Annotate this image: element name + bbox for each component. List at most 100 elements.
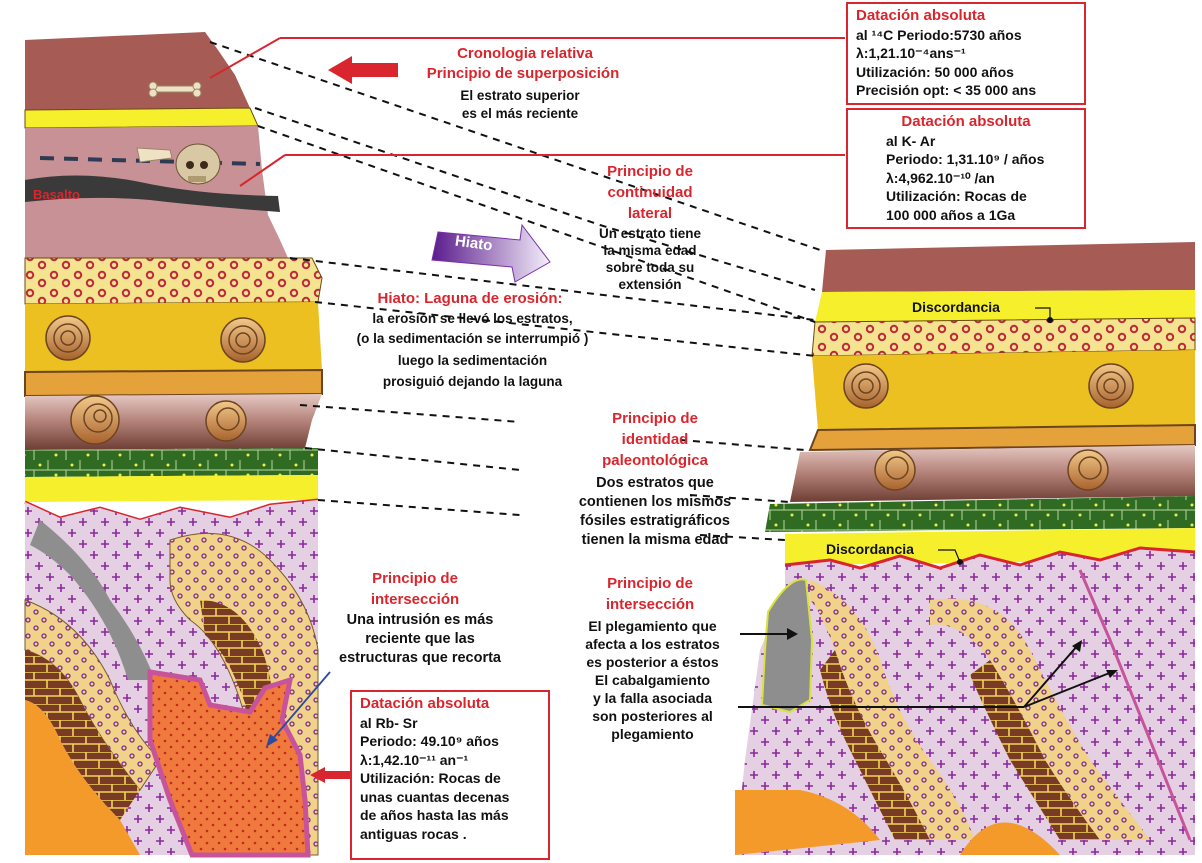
layer-yellow-2 <box>25 475 318 502</box>
basalt-layer <box>25 175 280 212</box>
box-rbsr-line: Utilización: Rocas de <box>360 770 501 787</box>
intersection-left-text: estructuras que recorta <box>339 650 501 666</box>
left-column <box>24 32 323 858</box>
layer-green <box>25 448 318 477</box>
intersection-right-text: El plegamiento que <box>588 618 717 634</box>
paleo-text: Dos estratos que <box>596 475 714 491</box>
r-layer-yellow-2 <box>785 528 1195 565</box>
r-fold-brick-1 <box>820 650 930 840</box>
box-rbsr-line: al Rb- Sr <box>360 714 418 731</box>
rbsr-arrow <box>310 767 350 783</box>
fold-brick-band <box>25 650 140 820</box>
intersection-right-text: plegamiento <box>611 726 694 742</box>
discordance-label-2: Discordancia <box>826 541 914 557</box>
intersection-right-text: El cabalgamiento <box>594 672 711 688</box>
fold-grey-core <box>30 520 155 680</box>
bone-icon <box>148 81 202 98</box>
box-rbsr-line: de años hasta las más <box>360 807 509 824</box>
superposition-text: El estrato superior <box>460 88 580 103</box>
continuity-title: Principio de <box>607 163 693 180</box>
continuity-title: lateral <box>627 205 673 222</box>
box-kar-title: Datación absoluta <box>901 113 1031 130</box>
r-layer-green <box>765 496 1195 532</box>
intersection-left-title: Principio de <box>372 570 458 587</box>
box-kar-line: 100 000 años a 1Ga <box>886 206 1016 223</box>
box-kar-line: Utilización: Rocas de <box>886 188 1027 205</box>
r-fold-sand-1 <box>810 580 975 840</box>
folding-arrow-heads <box>787 628 1118 678</box>
paleo-title: paleontológica <box>602 452 708 469</box>
layer-thin-band <box>24 368 323 398</box>
box-c14-line: Utilización: 50 000 años <box>856 63 1014 80</box>
superposition-title1: Cronologia relativa <box>457 45 593 62</box>
basalt-label: Basalto <box>33 187 80 202</box>
continuity-text: Un estrato tiene <box>598 226 702 241</box>
paleo-title: Principio de <box>612 410 698 427</box>
box-rbsr-line: Periodo: 49.10⁹ años <box>360 733 499 750</box>
intersection-left-text: reciente que las <box>365 631 475 647</box>
hiatus-title: Hiato: Laguna de erosión: <box>377 290 563 307</box>
correlation-lines <box>209 41 821 541</box>
discordance-label-1: Discordancia <box>912 299 1000 315</box>
paleo-text: fósiles estratigráficos <box>580 513 730 529</box>
superposition-arrow <box>328 56 398 84</box>
folding-arrows <box>738 633 1113 708</box>
superposition-title2: Principio de superposición <box>426 65 620 82</box>
intersection-left-text: Una intrusión es más <box>346 612 494 628</box>
intersection-right-text: afecta a los estratos <box>585 636 720 652</box>
intersection-right-text: son posteriores al <box>592 708 713 724</box>
layer-shell-brown <box>25 394 322 450</box>
kar-leader-2 <box>239 154 286 187</box>
hiatus-text: (o la sedimentación se interrumpió ) <box>356 331 589 346</box>
intersection-left-title: intersección <box>370 591 460 608</box>
paleo-text: contienen los mismos <box>578 494 732 510</box>
superposition-text: es el más reciente <box>461 106 579 121</box>
box-c14-line: Precisión opt: < 35 000 ans <box>856 82 1037 99</box>
r-layer-circles <box>811 317 1196 357</box>
hiatus-text: luego la sedimentación <box>397 353 548 368</box>
continuity-text: extensión <box>618 277 682 292</box>
hiatus-text: prosiguió dejando la laguna <box>382 374 563 389</box>
intrusion-pointer-head <box>266 734 278 747</box>
intersection-right-text: es posterior a éstos <box>586 654 719 670</box>
hiatus-text: la erosión se llevó los estratos, <box>372 311 573 326</box>
continuity-text: la misma edad <box>603 243 697 258</box>
intersection-right-text: y la falla asociada <box>592 690 713 706</box>
layer-circles <box>24 257 323 305</box>
r-fold-sand-2 <box>930 598 1150 840</box>
right-column <box>735 242 1196 855</box>
box-kar: Datación absoluta al K- Ar Periodo: 1,31… <box>846 108 1086 229</box>
r-fold-orange-2 <box>960 822 1060 855</box>
r-layer-yellow <box>815 290 1195 322</box>
discord-leader-1 <box>1035 307 1051 320</box>
paleo-text: tienen la misma edad <box>581 532 729 548</box>
box-rbsr: Datación absoluta al Rb- Sr Periodo: 49.… <box>350 690 550 860</box>
shell-icon-right <box>874 449 1109 491</box>
r-fold-orange <box>735 790 880 855</box>
box-kar-line: al K- Ar <box>886 132 936 149</box>
discordance-right <box>784 546 1196 570</box>
ammonite-icon <box>45 315 266 363</box>
skull-icon <box>136 143 221 185</box>
shell-icon <box>70 395 247 445</box>
r-fold-brick-2 <box>970 660 1100 840</box>
basalt-sill <box>39 156 261 166</box>
intrusion-pointer <box>269 671 331 743</box>
continuity-text: sobre toda su <box>605 260 695 275</box>
r-layer-brown <box>822 242 1195 292</box>
box-rbsr-line: λ:1,42.10⁻¹¹ an⁻¹ <box>360 751 469 768</box>
intersection-right-title: intersección <box>605 596 695 613</box>
hiato-arrow <box>431 223 551 283</box>
c14-leader-2 <box>209 37 281 79</box>
r-fold-grey <box>760 578 814 714</box>
intrusion-rbsr <box>147 669 311 858</box>
paleo-title: identidad <box>621 431 689 448</box>
box-rbsr-line: antiguas rocas . <box>360 825 467 842</box>
continuity-title: continuidad <box>607 184 693 201</box>
box-c14-title: Datación absoluta <box>856 7 986 24</box>
box-kar-line: Periodo: 1,31.10⁹ / años <box>886 151 1045 168</box>
intersection-right-title: Principio de <box>607 575 693 592</box>
box-c14-line: λ:1,21.10⁻⁴ans⁻¹ <box>856 45 966 62</box>
